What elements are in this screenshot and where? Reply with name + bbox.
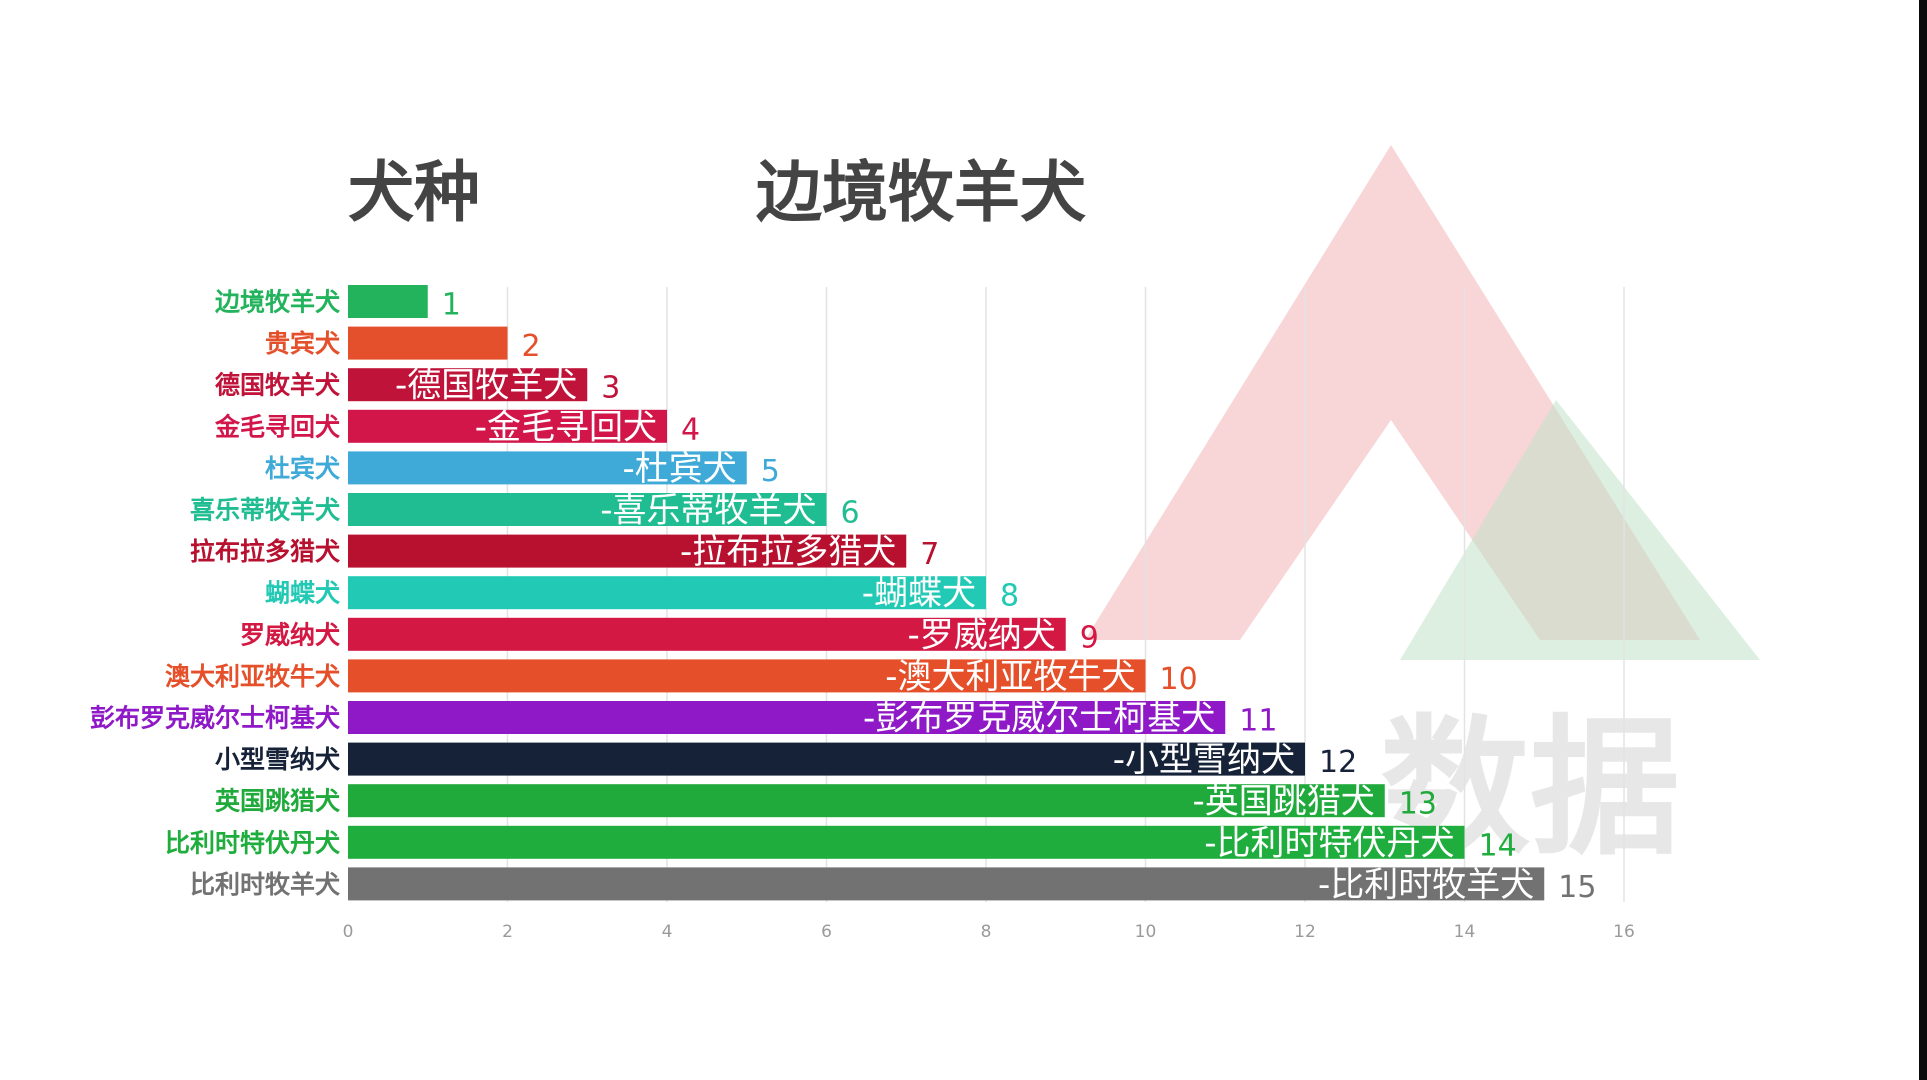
category-label: 蝴蝶犬 [265, 579, 340, 608]
bar-row: 德国牧羊犬 -德国牧羊犬 3 [215, 366, 620, 406]
category-label: 罗威纳犬 [240, 620, 340, 649]
x-axis: 0 2 4 6 8 10 12 14 16 [343, 922, 1635, 942]
bar-inner-label: -拉布拉多猎犬 [680, 532, 896, 572]
bar-inner-label: -比利时特伏丹犬 [1204, 823, 1454, 863]
value-label: 10 [1160, 662, 1198, 697]
bar-inner-label: -彭布罗克威尔士柯基犬 [863, 699, 1215, 739]
category-label: 小型雪纳犬 [215, 745, 340, 774]
watermark-mountain-green [1400, 400, 1760, 660]
bar [348, 867, 1545, 901]
bar-row: 金毛寻回犬 -金毛寻回犬 4 [214, 407, 700, 447]
category-label: 澳大利亚牧牛犬 [165, 662, 340, 691]
bar [348, 659, 1146, 693]
value-label: 11 [1239, 704, 1277, 739]
value-label: 1 [442, 288, 461, 323]
bar-row: 彭布罗克威尔士柯基犬 -彭布罗克威尔士柯基犬 11 [90, 699, 1277, 739]
bar-row: 蝴蝶犬 -蝴蝶犬 8 [265, 574, 1019, 614]
value-label: 15 [1558, 870, 1596, 905]
bar-inner-label: -罗威纳犬 [907, 615, 1055, 655]
value-label: 7 [920, 537, 939, 572]
category-label: 贵宾犬 [265, 329, 340, 358]
value-label: 2 [522, 329, 541, 364]
category-label: 喜乐蒂牧羊犬 [190, 496, 340, 525]
category-label: 德国牧羊犬 [215, 371, 340, 400]
bar-row: 比利时牧羊犬 -比利时牧羊犬 15 [190, 865, 1596, 905]
window-edge [1919, 0, 1927, 1080]
bar [348, 825, 1465, 859]
x-tick-label: 8 [981, 922, 992, 942]
value-label: 13 [1399, 787, 1437, 822]
bar [348, 326, 508, 360]
x-tick-label: 4 [662, 922, 673, 942]
bar-inner-label: -英国跳猎犬 [1192, 782, 1374, 822]
heading-dimension-label: 犬种 [348, 154, 480, 231]
category-label: 比利时特伏丹犬 [165, 828, 340, 857]
bar-row: 边境牧羊犬 1 [215, 285, 461, 323]
value-label: 12 [1319, 745, 1357, 780]
bar-row: 英国跳猎犬 -英国跳猎犬 13 [215, 782, 1437, 822]
bar-row: 罗威纳犬 -罗威纳犬 9 [240, 615, 1099, 655]
value-label: 3 [601, 371, 620, 406]
category-label: 比利时牧羊犬 [190, 870, 340, 899]
bar-row: 杜宾犬 -杜宾犬 5 [265, 449, 780, 489]
bar-inner-label: -金毛寻回犬 [475, 407, 657, 447]
bar-inner-label: -喜乐蒂牧羊犬 [600, 491, 816, 531]
category-label: 拉布拉多猎犬 [190, 537, 340, 566]
x-tick-label: 12 [1294, 922, 1316, 942]
value-label: 5 [761, 454, 780, 489]
bar [348, 493, 827, 526]
bar-row: 小型雪纳犬 -小型雪纳犬 12 [215, 740, 1357, 780]
value-label: 4 [681, 412, 700, 447]
bar [348, 285, 428, 318]
value-label: 9 [1080, 620, 1099, 655]
bar [348, 451, 747, 485]
bar-inner-label: -比利时牧羊犬 [1318, 865, 1534, 905]
bar-inner-label: -杜宾犬 [622, 449, 736, 489]
category-label: 英国跳猎犬 [215, 787, 340, 816]
bar [348, 784, 1385, 818]
bar [348, 701, 1226, 734]
bar-row: 贵宾犬 2 [265, 326, 541, 364]
category-label: 杜宾犬 [265, 454, 340, 483]
bar [348, 409, 667, 443]
bar [348, 742, 1305, 776]
bars: 边境牧羊犬 1 贵宾犬 2 德国牧羊犬 -德国牧羊犬 3 金毛寻回犬 -金毛寻回犬 4 杜宾犬 -杜宾… [90, 285, 1596, 905]
value-label: 6 [841, 496, 860, 531]
bar-row: 喜乐蒂牧羊犬 -喜乐蒂牧羊犬 6 [190, 491, 860, 531]
x-tick-label: 0 [343, 922, 354, 942]
category-label: 边境牧羊犬 [215, 288, 340, 317]
bar-inner-label: -德国牧羊犬 [395, 366, 577, 406]
category-label: 金毛寻回犬 [214, 412, 340, 441]
category-label: 彭布罗克威尔士柯基犬 [90, 704, 340, 733]
heading-current-breed: 边境牧羊犬 [756, 154, 1086, 231]
bar-row: 澳大利亚牧牛犬 -澳大利亚牧牛犬 10 [165, 657, 1198, 697]
value-label: 8 [1000, 579, 1019, 614]
bar [348, 534, 907, 568]
bar [348, 576, 986, 610]
x-tick-label: 16 [1613, 922, 1635, 942]
value-label: 14 [1479, 828, 1517, 863]
bar-row: 比利时特伏丹犬 -比利时特伏丹犬 14 [165, 823, 1517, 863]
bar-inner-label: -澳大利亚牧牛犬 [885, 657, 1135, 697]
x-tick-label: 6 [821, 922, 832, 942]
bar-inner-label: -蝴蝶犬 [862, 574, 976, 614]
watermark-logo: 数据 [1085, 145, 1760, 876]
bar-inner-label: -小型雪纳犬 [1113, 740, 1295, 780]
bar [348, 617, 1066, 651]
x-tick-label: 2 [502, 922, 513, 942]
bar-row: 拉布拉多猎犬 -拉布拉多猎犬 7 [190, 532, 939, 572]
x-tick-label: 10 [1135, 922, 1157, 942]
bar [348, 368, 588, 402]
x-tick-label: 14 [1454, 922, 1476, 942]
